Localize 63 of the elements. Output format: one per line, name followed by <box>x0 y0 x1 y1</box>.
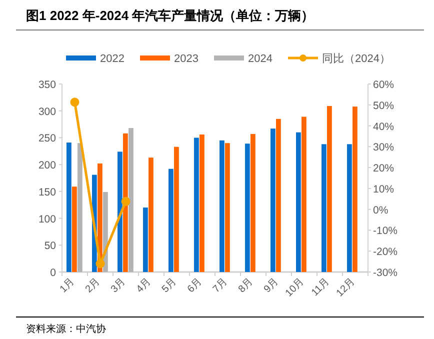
text: 资料来源：中汽协 <box>26 323 106 335</box>
bar <box>200 134 204 272</box>
y-tick-label: 150 <box>38 186 56 198</box>
y2-tick-label: 30% <box>373 142 394 154</box>
y-tick-label: 200 <box>38 160 56 172</box>
x-tick-label: 1月 <box>58 276 77 296</box>
y-tick-label: 350 <box>38 79 56 91</box>
bar <box>66 142 72 272</box>
x-tick-label: 9月 <box>262 276 281 296</box>
bar <box>148 158 154 272</box>
x-tick-label: 6月 <box>186 276 204 296</box>
bar <box>143 208 148 272</box>
bar <box>276 118 281 272</box>
bar <box>174 146 179 272</box>
y2-tick-label: -10% <box>373 225 398 238</box>
bar <box>123 133 128 272</box>
bar <box>327 106 332 272</box>
bar <box>220 140 224 272</box>
point <box>70 98 80 107</box>
x-tick-label: 8月 <box>236 276 256 296</box>
bar <box>128 128 134 272</box>
y-tick-label: 0 <box>50 267 56 279</box>
x-tick-label: 11月 <box>310 276 332 299</box>
legend-label: 2022 <box>100 53 124 65</box>
point <box>96 259 105 268</box>
bar <box>352 106 358 272</box>
y-tick-label: 300 <box>38 106 56 118</box>
y2-tick-label: 60% <box>373 79 394 91</box>
y2-tick-label: 50% <box>373 100 394 112</box>
y-tick-label: 50 <box>44 240 56 252</box>
y-tick-label: 100 <box>38 213 56 226</box>
x-tick-label: 3月 <box>109 276 128 296</box>
bar <box>347 144 352 272</box>
y2-tick-label: -20% <box>373 246 398 258</box>
y2-tick-label: 20% <box>373 162 394 175</box>
bar <box>194 138 199 272</box>
y2-tick-label: -30% <box>373 267 398 279</box>
point <box>121 196 130 206</box>
bar <box>168 168 174 272</box>
bar <box>270 128 276 272</box>
y2-tick-label: 40% <box>373 120 394 133</box>
x-tick-label: 5月 <box>160 276 179 296</box>
bar <box>78 143 82 272</box>
bar <box>118 152 122 272</box>
x-tick-label: 7月 <box>211 276 230 296</box>
bar <box>245 144 250 272</box>
bar <box>225 143 230 272</box>
y2-tick-label: 0% <box>373 204 388 216</box>
legend-label: 2023 <box>174 53 198 65</box>
bar <box>250 134 256 272</box>
x-tick-label: 4月 <box>134 276 154 296</box>
chart-title: 图1 2022 年-2024 年汽车产量情况（单位：万辆） <box>26 8 314 23</box>
bar <box>72 186 77 272</box>
y2-tick-label: 10% <box>373 183 394 196</box>
legend-label: 同比（2024） <box>322 52 390 65</box>
x-tick-label: 10月 <box>284 276 306 300</box>
bar <box>302 116 306 272</box>
bar <box>322 144 326 272</box>
x-tick-label: 12月 <box>334 276 358 300</box>
bar <box>296 132 301 272</box>
legend-label: 2024 <box>248 53 272 65</box>
x-tick-label: 2月 <box>84 276 102 296</box>
y-tick-label: 250 <box>38 132 56 145</box>
